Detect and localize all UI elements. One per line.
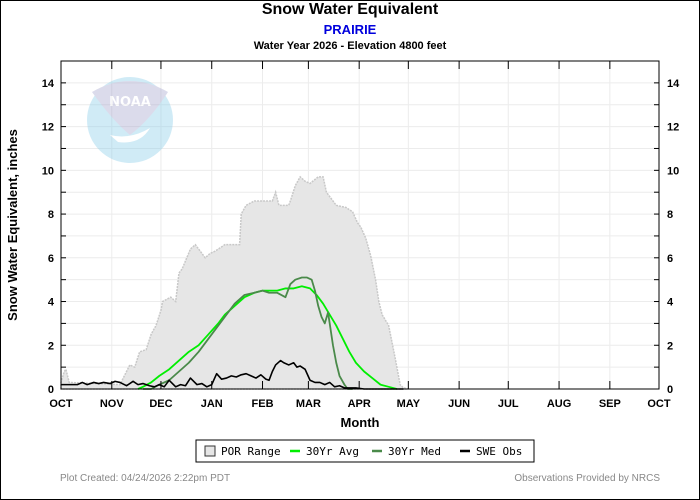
- x-tick-label: OCT: [647, 398, 671, 410]
- noaa-logo-wave: [110, 128, 150, 143]
- plot-created-text: Plot Created: 04/24/2026 2:22pm PDT: [60, 473, 231, 484]
- x-tick-label: JUL: [498, 398, 519, 410]
- legend-box: [195, 439, 535, 463]
- y-tick-label-right: 8: [667, 209, 673, 221]
- noaa-logo-circle: [87, 77, 173, 163]
- x-tick-label: SEP: [599, 398, 621, 410]
- observations-credit: Observations Provided by NRCS: [514, 473, 660, 484]
- x-tick-label: AUG: [547, 398, 571, 410]
- y-tick-label-left: 10: [42, 165, 54, 177]
- grid-lines: [61, 61, 659, 389]
- x-axis-title: Month: [341, 415, 380, 430]
- y-tick-label-left: 0: [48, 384, 54, 396]
- y-tick-label-right: 6: [667, 253, 673, 265]
- y-tick-label-left: 12: [42, 122, 54, 134]
- x-tick-label: MAY: [397, 398, 421, 410]
- station-name: PRAIRIE: [323, 22, 377, 37]
- y-tick-label-left: 8: [48, 209, 54, 221]
- y-tick-label-right: 10: [667, 165, 679, 177]
- x-tick-label: MAR: [296, 398, 321, 410]
- y-tick-label-left: 4: [48, 297, 55, 309]
- x-tick-label: APR: [348, 398, 371, 410]
- por-range-area-path: [60, 175, 409, 390]
- x-tick-label: FEB: [252, 398, 274, 410]
- y-tick-label-right: 2: [667, 340, 673, 352]
- x-tick-label: JUN: [448, 398, 470, 410]
- x-tick-label: JAN: [201, 398, 223, 410]
- noaa-logo-bird: [92, 81, 168, 135]
- y-tick-label-right: 12: [667, 122, 679, 134]
- plot-border: [60, 60, 660, 390]
- y-tick-label-left: 14: [42, 78, 55, 90]
- y-tick-label-left: 6: [48, 253, 54, 265]
- y-tick-label-left: 2: [48, 340, 54, 352]
- y-tick-label-right: 4: [667, 297, 674, 309]
- legend-por-range-label: POR Range: [221, 445, 281, 458]
- axes: 0 0 2 2 4 4 6 6 8 8 10 10 12 12 14 14 OCT NOV DEC JAN FEB MAR…: [42, 60, 680, 410]
- x-tick-label: DEC: [149, 398, 172, 410]
- swe-obs-line: [61, 359, 404, 390]
- por-range-area: [60, 175, 409, 390]
- avg-line: [137, 285, 398, 390]
- legend-30yr-avg-label: 30Yr Avg: [306, 445, 359, 458]
- legend-swe-obs-label: SWE Obs: [476, 445, 522, 458]
- legend: POR Range 30Yr Avg 30Yr Med SWE Obs: [195, 439, 535, 463]
- series-lines: [61, 276, 404, 390]
- x-tick-label: NOV: [100, 398, 125, 410]
- y-tick-label-right: 14: [667, 78, 680, 90]
- median-line: [142, 276, 353, 390]
- y-tick-label-right: 0: [667, 384, 673, 396]
- x-tick-label: OCT: [49, 398, 73, 410]
- noaa-logo-watermark: NOAA: [87, 77, 173, 163]
- chart-subtitle: Water Year 2026 - Elevation 4800 feet: [253, 40, 447, 52]
- chart-title: Snow Water Equivalent: [261, 1, 439, 18]
- y-axis-title: Snow Water Equivalent, inches: [5, 129, 20, 321]
- legend-por-range-swatch: [204, 445, 216, 457]
- legend-30yr-med-label: 30Yr Med: [388, 445, 441, 458]
- noaa-logo-text: NOAA: [109, 95, 151, 110]
